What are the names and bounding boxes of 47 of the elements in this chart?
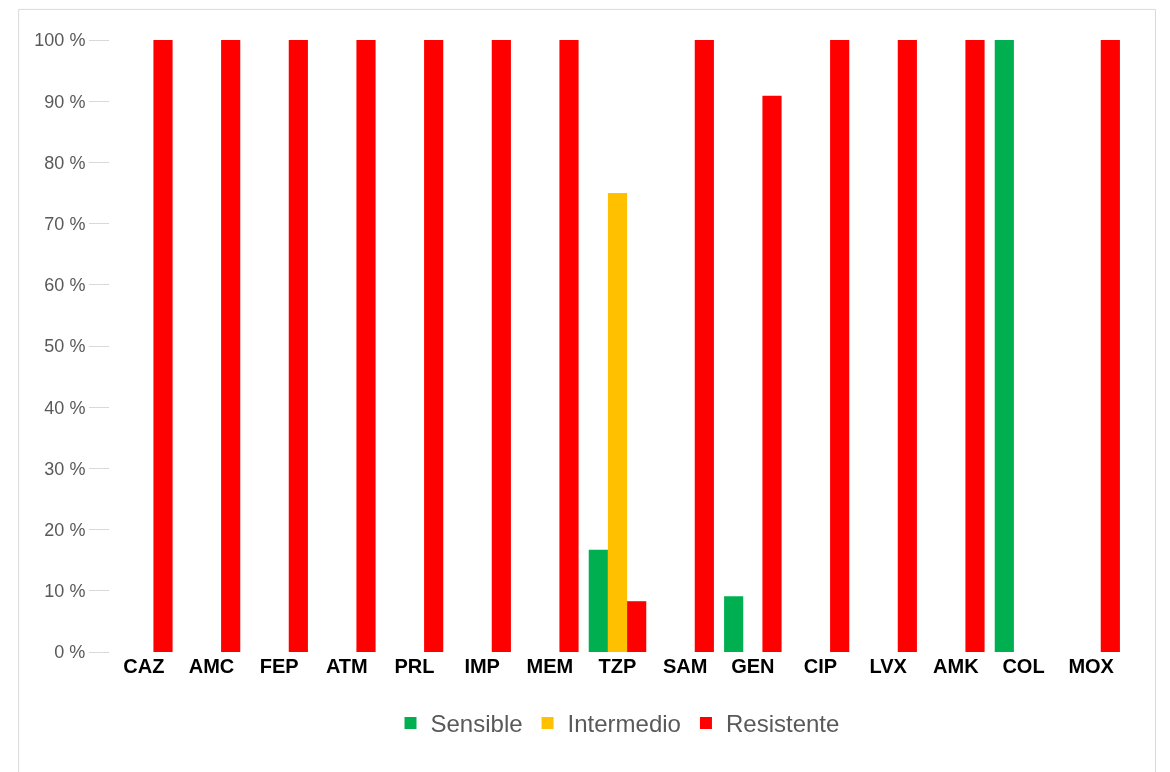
- x-tick-label: COL: [1002, 655, 1045, 677]
- bar: [694, 40, 714, 652]
- legend-label: Sensible: [430, 710, 523, 738]
- legend-label: Resistente: [725, 710, 840, 738]
- y-tick-label: 60 %: [44, 275, 86, 296]
- x-tick-label: CAZ: [123, 655, 165, 677]
- x-tick-label: SAM: [662, 655, 708, 677]
- bar: [965, 40, 985, 652]
- bar: [724, 596, 744, 652]
- y-tick-label: 0 %: [54, 642, 86, 663]
- bar: [588, 549, 608, 652]
- x-tick-label: GEN: [731, 655, 775, 677]
- bar: [356, 40, 376, 652]
- bar: [830, 40, 850, 652]
- y-tick-label: 50 %: [44, 336, 86, 357]
- bar: [153, 40, 173, 652]
- x-tick-label: AMC: [188, 655, 235, 677]
- x-tick-label: TZP: [598, 655, 637, 677]
- y-tick-label: 70 %: [44, 213, 86, 234]
- bar: [491, 40, 511, 652]
- x-tick-label: MOX: [1068, 655, 1115, 677]
- x-tick-label: PRL: [394, 655, 435, 677]
- bar: [559, 40, 579, 652]
- y-tick-label: 40 %: [44, 397, 86, 418]
- x-tick-label: CIP: [803, 655, 838, 677]
- x-tick-label: IMP: [464, 655, 500, 677]
- bar: [762, 95, 782, 652]
- bar: [994, 40, 1014, 652]
- bar: [1100, 40, 1120, 652]
- bar: [897, 40, 917, 652]
- bar: [424, 40, 444, 652]
- x-tick-label: ATM: [325, 655, 368, 677]
- y-tick-label: 10 %: [44, 581, 86, 602]
- legend-label: Intermedio: [567, 710, 681, 738]
- x-tick-label: AMK: [933, 655, 980, 677]
- bar: [221, 40, 241, 652]
- x-tick-label: MEM: [526, 655, 574, 677]
- bar: [627, 601, 647, 652]
- x-tick-label: FEP: [259, 655, 299, 677]
- x-tick-label: LVX: [869, 655, 908, 677]
- bar: [288, 40, 308, 652]
- y-tick-label: 90 %: [44, 91, 86, 112]
- y-tick-label: 30 %: [44, 458, 86, 479]
- y-tick-label: 80 %: [44, 152, 86, 173]
- y-tick-label: 20 %: [44, 519, 86, 540]
- y-tick-label: 100 %: [34, 30, 86, 51]
- bar: [607, 193, 628, 652]
